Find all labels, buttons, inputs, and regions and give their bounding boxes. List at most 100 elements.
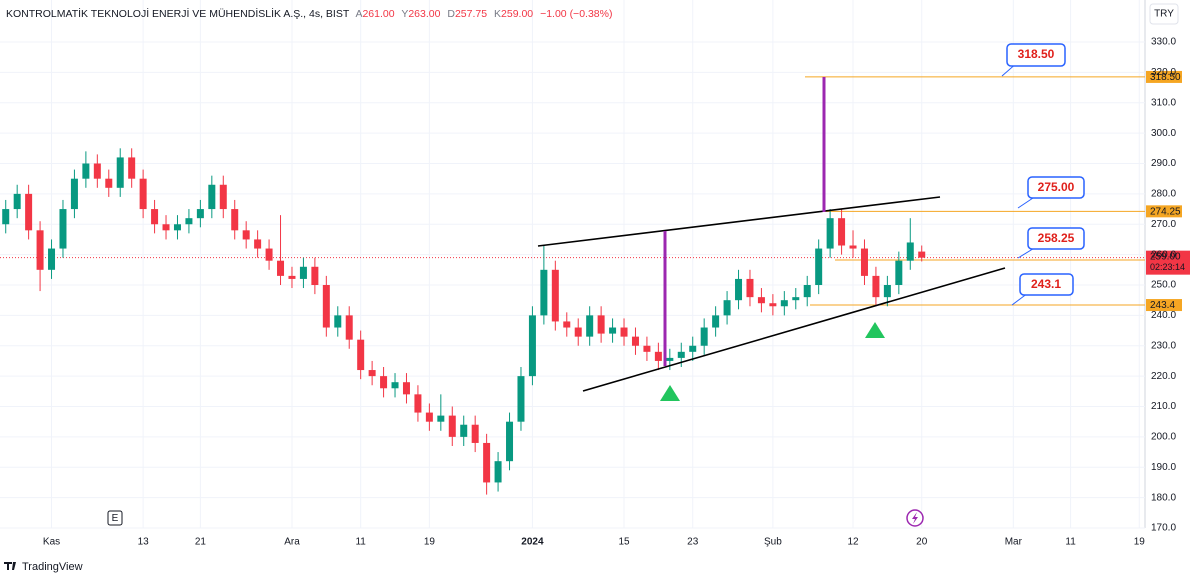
event-marker[interactable]: E [112,513,119,524]
candle-body [483,442,491,483]
candle-body [448,415,456,437]
x-tick-label: Şub [764,537,782,548]
candle-body [162,224,170,231]
x-tick-label: 21 [195,537,207,548]
candle-body [700,327,708,346]
candle-body [746,278,754,298]
candle-body [185,218,193,225]
candle-body [712,315,720,328]
header: KONTROLMATİK TEKNOLOJİ ENERJİ VE MÜHENDİ… [6,7,612,20]
level-badge [1146,299,1182,312]
candle-body [849,245,857,249]
logo [4,562,16,570]
candle-body [357,339,365,371]
callout-text: 243.1 [1031,277,1061,291]
candle-body [803,285,811,298]
x-tick-label: 15 [618,537,630,548]
candle-body [2,209,10,225]
candle-body [345,315,353,340]
lower-trendline [582,267,1006,392]
candle-body [368,370,376,377]
candle-body [13,193,21,210]
callout-box [1006,43,1066,67]
x-tick-label: 19 [1134,537,1146,548]
candle-body [139,178,147,210]
callout-text: 275.00 [1038,180,1075,194]
up-arrow [660,385,680,401]
candle-body [757,297,765,304]
lightning-icon [912,512,918,524]
ohlc-value: 259.00 [501,8,533,20]
candle-body [792,297,800,301]
candle-body [540,269,548,316]
x-tick-label: Ara [284,537,300,548]
candle-body [402,382,410,395]
candle-body [506,421,514,462]
candle-body [425,412,433,422]
symbol-title: KONTROLMATİK TEKNOLOJİ ENERJİ VE MÜHENDİ… [6,7,350,20]
callout-box [1027,227,1085,250]
currency[interactable]: TRY [1154,9,1174,20]
candle-body [128,157,136,179]
candle-body [723,300,731,316]
candle-body [471,424,479,443]
candle-body [528,315,536,377]
candle-body [906,242,914,261]
y-tick-label: 260.0 [1151,249,1176,260]
callout: 243.1 [1011,273,1074,306]
ohlc-label: K [494,8,501,20]
candle-body [826,218,834,249]
x-tick-label: 12 [847,537,859,548]
ohlc-value: 263.00 [408,8,440,20]
candle-body [219,184,227,210]
y-tick-label: 310.0 [1151,97,1176,108]
level-badge [1146,70,1182,83]
y-tick-label: 230.0 [1151,340,1176,351]
callout-box [1019,273,1074,296]
candle-body [265,248,273,261]
level-label: 243.4 [1150,300,1175,311]
candle-body [322,285,330,328]
candle-body [643,345,651,352]
y-tick-label: 240.0 [1151,310,1176,321]
event-box[interactable] [107,510,123,526]
candle-body [311,266,319,285]
level-badge [1146,205,1182,218]
candle-body [460,424,468,437]
candle-body [895,260,903,285]
candle-body [597,315,605,334]
x-tick-label: 11 [1065,537,1076,548]
y-tick-label: 290.0 [1151,158,1176,169]
y-tick-label: 220.0 [1151,371,1176,382]
candle-body [918,251,926,258]
candle-body [151,209,159,225]
y-tick-label: 210.0 [1151,401,1176,412]
ohlc-label: Y [401,8,408,20]
y-tick-label: 330.0 [1151,37,1176,48]
ohlc-label: A [355,8,362,20]
y-tick-label: 300.0 [1151,128,1176,139]
candle-body [563,321,571,328]
x-tick-label: Kas [43,537,60,548]
last-price-label: 259.00 [1150,251,1181,262]
candle-body [277,260,285,276]
candle-body [414,394,422,413]
currency-box[interactable] [1149,3,1179,25]
candle-body [70,178,78,210]
candle-body [609,327,617,334]
callout: 258.25 [1017,227,1085,259]
candle-body [677,351,685,358]
candle-body [173,224,181,231]
candle-body [860,248,868,276]
candle-body [334,315,342,328]
candle-body [735,278,743,301]
candle-body [631,336,639,346]
candle-body [380,376,388,389]
y-tick-label: 270.0 [1151,219,1176,230]
y-tick-label: 320.0 [1151,67,1176,78]
x-tick-label: 11 [355,537,366,548]
candle-body [769,303,777,307]
candle-body [883,285,891,298]
candle-body [517,376,525,422]
